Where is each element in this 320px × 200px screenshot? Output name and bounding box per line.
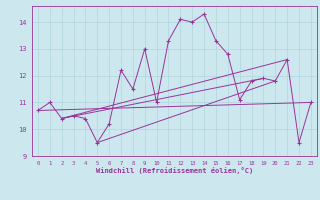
X-axis label: Windchill (Refroidissement éolien,°C): Windchill (Refroidissement éolien,°C) [96,167,253,174]
